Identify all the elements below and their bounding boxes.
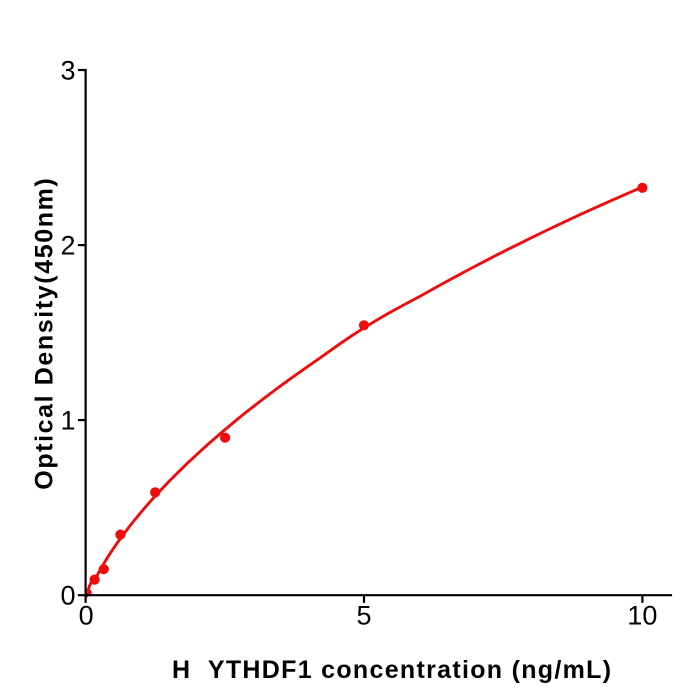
- svg-text:0: 0: [60, 581, 75, 611]
- svg-text:Optical Density(450nm): Optical Density(450nm): [30, 177, 58, 490]
- svg-text:10: 10: [627, 601, 657, 631]
- svg-text:1: 1: [60, 406, 75, 436]
- svg-text:3: 3: [60, 56, 75, 86]
- svg-text:H YTHDF1 concentration (ng/mL: H YTHDF1 concentration (ng/mL): [172, 656, 612, 684]
- svg-text:0: 0: [79, 601, 94, 631]
- svg-text:2: 2: [60, 231, 75, 261]
- svg-text:5: 5: [356, 601, 371, 631]
